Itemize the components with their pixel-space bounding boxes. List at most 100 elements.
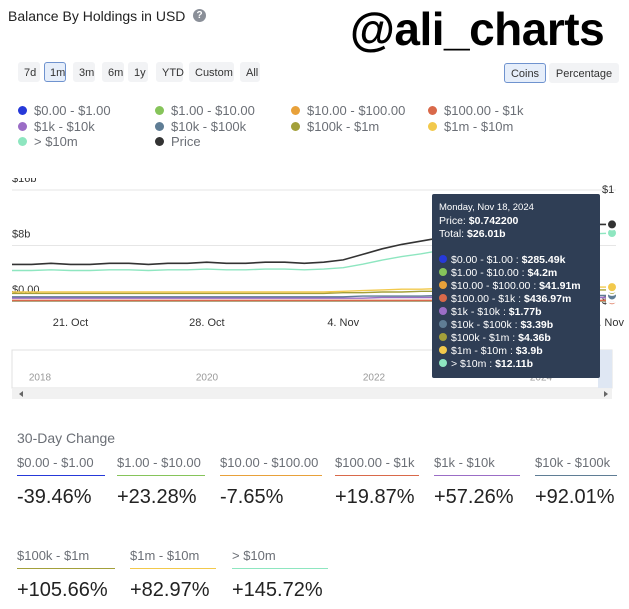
legend-marker <box>428 121 437 131</box>
view-toggle[interactable]: Percentage <box>549 63 619 83</box>
change-label: $1m - $10m <box>130 548 216 569</box>
legend-marker <box>18 106 27 115</box>
change-item: $1k - $10k +57.26% <box>434 455 520 509</box>
change-item: $10k - $100k +92.01% <box>535 455 617 509</box>
change-item: $1.00 - $10.00 +23.28% <box>117 455 205 509</box>
tooltip-row-value: $436.97m <box>523 293 572 305</box>
page-title: Balance By Holdings in USD <box>8 8 186 24</box>
legend-item[interactable]: $0.00 - $1.00 <box>18 103 111 118</box>
change-item: > $10m +145.72% <box>232 548 328 602</box>
y-tick-label: $0.00 <box>12 284 40 296</box>
view-toggle[interactable]: Coins <box>504 63 546 83</box>
change-value: -39.46% <box>17 486 92 508</box>
legend-marker <box>18 137 27 146</box>
legend-label: $1k - $10k <box>34 118 95 134</box>
change-label: $1.00 - $10.00 <box>117 455 205 476</box>
change-item: $0.00 - $1.00 -39.46% <box>17 455 105 509</box>
change-item: $1m - $10m +82.97% <box>130 548 216 602</box>
legend-label: Price <box>171 134 201 149</box>
tooltip-row-value: $4.2m <box>527 267 558 279</box>
navigator-label: 2022 <box>363 373 386 384</box>
change-label: > $10m <box>232 548 328 569</box>
change-item: $100.00 - $1k +19.87% <box>335 455 419 509</box>
change-value: +19.87% <box>335 486 415 508</box>
watermark: @ali_charts <box>350 3 605 55</box>
tooltip-row-value: $285.49k <box>521 254 566 266</box>
tooltip-row-value: $1.77b <box>508 306 542 318</box>
tooltip-date: Monday, Nov 18, 2024 <box>439 202 534 213</box>
legend-marker <box>155 106 164 115</box>
price-label: Price: <box>439 215 466 227</box>
change-value: +105.66% <box>17 579 108 601</box>
tooltip-row-value: $3.39b <box>520 319 554 331</box>
price-value: $0.742200 <box>468 215 519 227</box>
scrollbar <box>12 389 612 399</box>
tooltip-row: $100.00 - $1k : $436.97m <box>439 293 593 306</box>
change-value: +145.72% <box>232 579 323 601</box>
range-button[interactable]: YTD <box>156 62 184 82</box>
tooltip-row-value: $3.9b <box>515 345 543 357</box>
legend-marker <box>18 121 27 131</box>
legend-item[interactable]: $100k - $1m <box>291 119 379 134</box>
range-button[interactable]: Custom <box>189 62 234 82</box>
tooltip-dot <box>439 307 447 315</box>
legend-label: $10.00 - $100.00 <box>307 103 406 118</box>
range-button[interactable]: 1m <box>44 62 66 82</box>
range-button[interactable]: 1y <box>128 62 148 82</box>
legend-item[interactable]: $1k - $10k <box>18 119 95 134</box>
change-item: $10.00 - $100.00 -7.65% <box>220 455 322 509</box>
legend-item[interactable]: $1m - $10m <box>428 119 513 134</box>
tooltip: Monday, Nov 18, 2024 Price: $0.742200 Tota… <box>432 194 600 378</box>
legend-marker <box>291 121 300 131</box>
legend-label: $100.00 - $1k <box>444 103 524 118</box>
tooltip-dot <box>439 255 447 263</box>
change-label: $100k - $1m <box>17 548 115 569</box>
tooltip-row-value: $41.91m <box>539 280 581 292</box>
change-value: +92.01% <box>535 486 615 508</box>
range-button[interactable]: All <box>240 62 260 82</box>
change-label: $100.00 - $1k <box>335 455 419 476</box>
legend-label: > $10m <box>34 134 78 149</box>
tooltip-dot <box>439 294 447 302</box>
legend-item[interactable]: > $10m <box>18 134 78 149</box>
tooltip-row: $10k - $100k : $3.39b <box>439 319 593 332</box>
tooltip-row-value: $12.11b <box>495 358 534 370</box>
change-value: +57.26% <box>434 486 514 508</box>
tooltip-row-label: $100.00 - $1k : <box>451 293 522 305</box>
tooltip-row: > $10m : $12.11b <box>439 358 593 371</box>
tooltip-dot <box>439 320 447 328</box>
hover-marker <box>606 281 618 294</box>
range-button[interactable]: 6m <box>102 62 124 82</box>
legend-item[interactable]: $1.00 - $10.00 <box>155 103 255 118</box>
change-label: $1k - $10k <box>434 455 520 476</box>
tooltip-dot <box>439 268 447 276</box>
tooltip-row-label: > $10m : <box>451 358 493 370</box>
help-icon[interactable]: ? <box>193 9 206 22</box>
legend-item[interactable]: $10k - $100k <box>155 119 246 134</box>
tooltip-row-value: $4.36b <box>518 332 551 344</box>
tooltip-row: $1k - $10k : $1.77b <box>439 306 593 319</box>
total-label: Total: <box>439 228 465 240</box>
tooltip-row-label: $10k - $100k : <box>451 319 518 331</box>
total-value: $26.01b <box>467 228 506 240</box>
hover-marker <box>606 218 618 231</box>
change-label: $10k - $100k <box>535 455 617 476</box>
tooltip-row: $0.00 - $1.00 : $285.49k <box>439 254 593 267</box>
navigator-window <box>598 350 612 388</box>
tooltip-dot <box>439 346 447 354</box>
legend-marker <box>428 106 437 115</box>
range-button[interactable]: 3m <box>73 62 95 82</box>
tooltip-row-label: $0.00 - $1.00 : <box>451 254 519 266</box>
legend-item[interactable]: $10.00 - $100.00 <box>291 103 405 118</box>
scroll-arrow-left[interactable] <box>19 391 23 397</box>
y2-tick-label: $1 <box>602 184 614 196</box>
legend-item[interactable]: Price <box>155 134 201 149</box>
change-value: +82.97% <box>130 579 210 601</box>
tooltip-total: Total: $26.01b <box>439 228 593 241</box>
legend-item[interactable]: $100.00 - $1k <box>428 103 524 118</box>
range-button[interactable]: 7d <box>18 62 40 82</box>
tooltip-row-label: $10.00 - $100.00 : <box>451 280 537 292</box>
navigator-label: 2018 <box>29 373 52 384</box>
scroll-arrow-right[interactable] <box>604 391 608 397</box>
